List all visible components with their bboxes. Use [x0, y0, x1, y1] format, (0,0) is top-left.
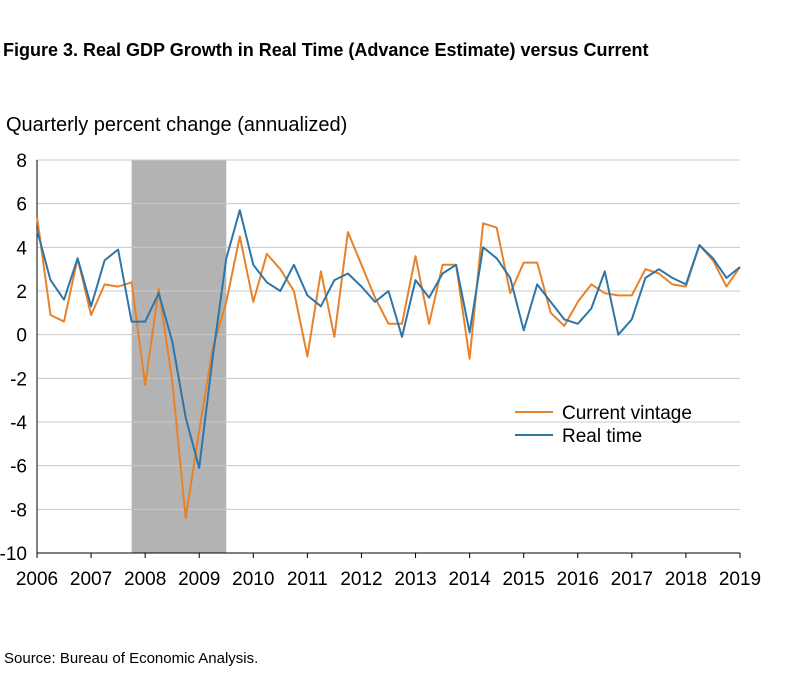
x-tick-label: 2019 [719, 569, 761, 590]
y-tick-label: 2 [16, 282, 27, 303]
x-tick-label: 2010 [232, 569, 274, 590]
tick-labels: 8 6 4 2 0 -2 -4 -6 -8 -10 2006 2007 2008 2009 2010 2011… [0, 151, 761, 590]
x-tick-label: 2012 [340, 569, 382, 590]
x-tick-label: 2016 [557, 569, 599, 590]
y-tick-label: 4 [16, 238, 27, 259]
y-tick-label: -6 [10, 457, 27, 478]
x-tick-label: 2014 [448, 569, 491, 590]
x-tick-label: 2009 [178, 569, 220, 590]
y-axis-label: Quarterly percent change (annualized) [6, 114, 348, 136]
chart-title: Figure 3. Real GDP Growth in Real Time (… [3, 40, 649, 60]
x-tick-label: 2013 [394, 569, 436, 590]
x-tick-label: 2007 [70, 569, 112, 590]
y-tick-label: -10 [0, 544, 27, 565]
y-tick-label: -8 [10, 500, 27, 521]
y-tick-label: 0 [16, 326, 27, 347]
y-tick-label: -4 [10, 413, 27, 434]
series-line-real-time [36, 209, 741, 469]
series-line-current-vintage [36, 216, 741, 520]
line-chart: 8 6 4 2 0 -2 -4 -6 -8 -10 2006 2007 2008 2009 2010 2011… [0, 151, 761, 590]
legend-label: Real time [562, 426, 642, 447]
x-tick-label: 2017 [611, 569, 653, 590]
series-layer [36, 209, 741, 520]
x-tick-label: 2018 [665, 569, 707, 590]
source-note: Source: Bureau of Economic Analysis. [4, 650, 259, 667]
y-tick-label: 6 [16, 195, 27, 216]
axes [36, 160, 741, 558]
y-tick-label: -2 [10, 369, 27, 390]
x-tick-label: 2011 [287, 569, 328, 590]
x-tick-label: 2008 [124, 569, 166, 590]
y-tick-label: 8 [16, 151, 27, 172]
x-tick-label: 2015 [503, 569, 545, 590]
legend-label: Current vintage [562, 403, 692, 424]
x-tick-label: 2006 [16, 569, 58, 590]
